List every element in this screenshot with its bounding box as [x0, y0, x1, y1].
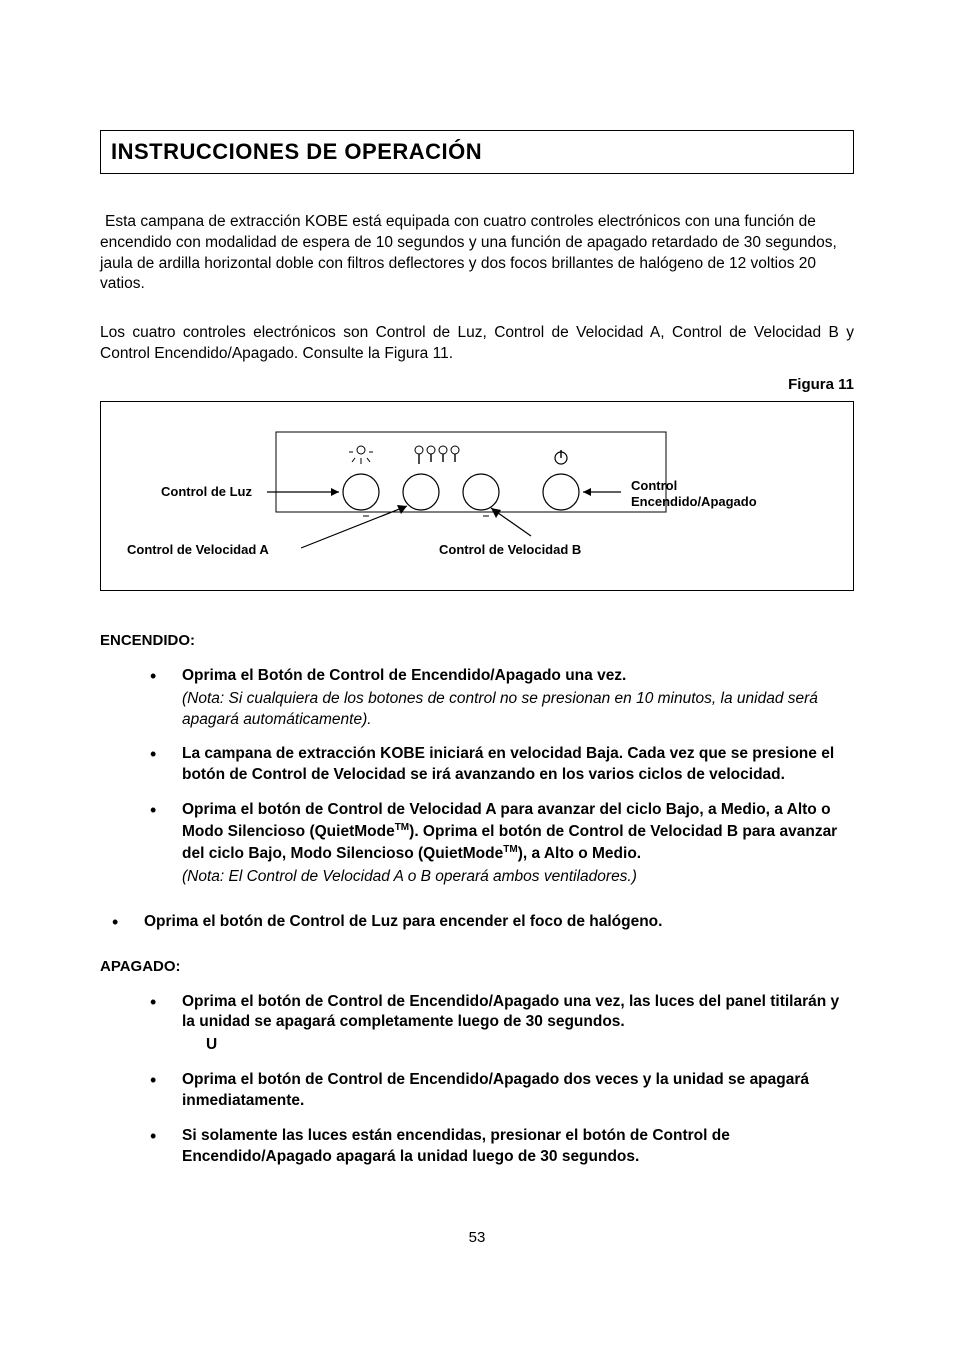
- control-diagram: Control de Luz Control Encendido/Apagado…: [100, 401, 854, 591]
- list-item: La campana de extracción KOBE iniciará e…: [142, 744, 854, 786]
- label-onoff2: Encendido/Apagado: [631, 494, 757, 509]
- list-item: Oprima el botón de Control de Velocidad …: [142, 800, 854, 888]
- item-bold: Oprima el botón de Control de Luz para e…: [144, 913, 662, 930]
- apagado-list: Oprima el botón de Control de Encendido/…: [100, 992, 854, 1168]
- list-item: Oprima el botón de Control de Encendido/…: [142, 992, 854, 1057]
- item-bold: La campana de extracción KOBE iniciará e…: [182, 745, 834, 783]
- list-item: Oprima el botón de Control de Encendido/…: [142, 1070, 854, 1112]
- speed-a-icon: [415, 446, 459, 464]
- intro-paragraph: Esta campana de extracción KOBE está equ…: [100, 212, 854, 296]
- page-number: 53: [100, 1228, 854, 1248]
- label-onoff1: Control: [631, 478, 677, 493]
- figure-label: Figura 11: [100, 375, 854, 395]
- item-bold-post: ), a Alto o Medio.: [518, 845, 641, 862]
- label-vela: Control de Velocidad A: [127, 542, 269, 557]
- tm: TM: [395, 822, 409, 833]
- encendido-list: Oprima el Botón de Control de Encendido/…: [100, 666, 854, 889]
- item-bold: Oprima el botón de Control de Encendido/…: [182, 993, 839, 1031]
- encendido-heading: ENCENDIDO:: [100, 631, 854, 651]
- list-item: Si solamente las luces están encendidas,…: [142, 1126, 854, 1168]
- label-luz: Control de Luz: [161, 484, 252, 499]
- item-bold: Oprima el Botón de Control de Encendido/…: [182, 667, 626, 684]
- power-icon: [555, 450, 567, 464]
- title-box: INSTRUCCIONES DE OPERACIÓN: [100, 130, 854, 174]
- page-title: INSTRUCCIONES DE OPERACIÓN: [111, 137, 843, 167]
- tm: TM: [503, 844, 517, 855]
- apagado-heading: APAGADO:: [100, 957, 854, 977]
- encendido-light-list: Oprima el botón de Control de Luz para e…: [100, 912, 854, 933]
- list-item: Oprima el botón de Control de Luz para e…: [100, 912, 854, 933]
- label-velb: Control de Velocidad B: [439, 542, 581, 557]
- item-bold: Si solamente las luces están encendidas,…: [182, 1127, 730, 1165]
- item-note: (Nota: Si cualquiera de los botones de c…: [182, 689, 854, 731]
- item-u: U: [182, 1035, 854, 1056]
- light-icon: [349, 446, 373, 464]
- controls-paragraph: Los cuatro controles electrónicos son Co…: [100, 323, 854, 365]
- list-item: Oprima el Botón de Control de Encendido/…: [142, 666, 854, 731]
- item-bold: Oprima el botón de Control de Encendido/…: [182, 1071, 809, 1109]
- item-note: (Nota: El Control de Velocidad A o B ope…: [182, 867, 854, 888]
